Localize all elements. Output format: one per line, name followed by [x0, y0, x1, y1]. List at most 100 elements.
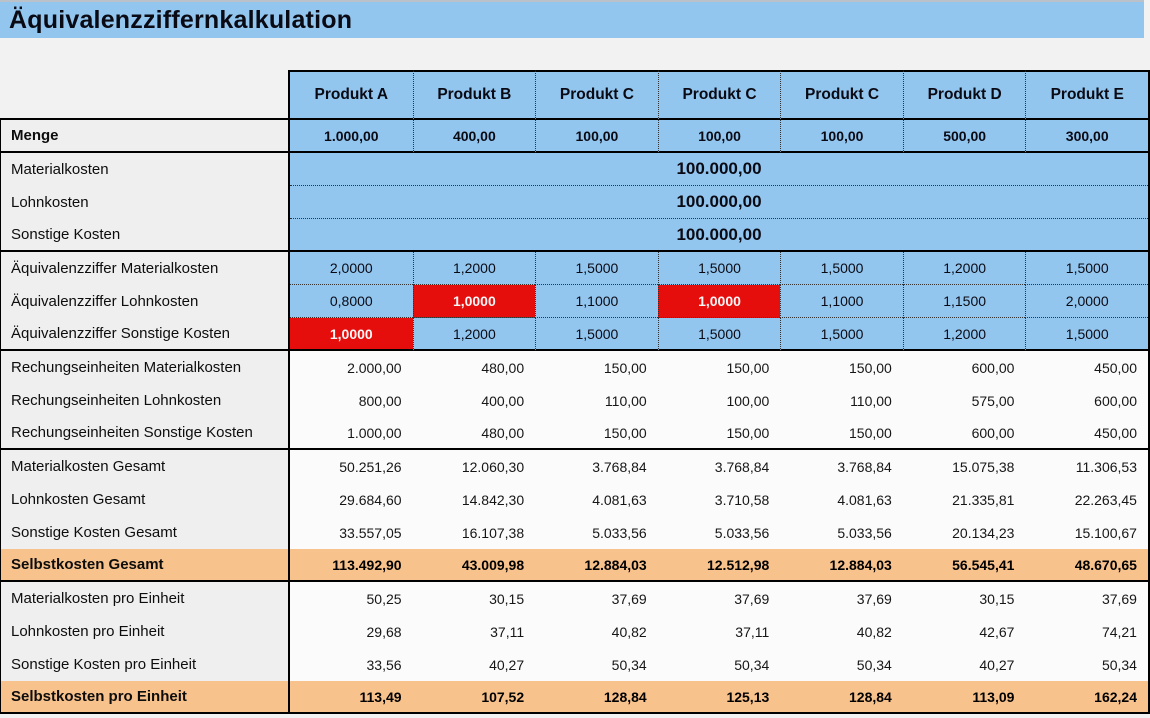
- value-cell[interactable]: 1,5000: [1025, 252, 1148, 285]
- value-cell[interactable]: 33.557,05: [290, 516, 413, 549]
- alert-value-cell[interactable]: 1,0000: [657, 285, 781, 318]
- value-cell[interactable]: 4.081,63: [780, 483, 903, 516]
- value-cell[interactable]: 50,34: [1025, 648, 1148, 681]
- value-cell[interactable]: 480,00: [412, 351, 536, 384]
- alert-value-cell[interactable]: 1,0000: [412, 285, 536, 318]
- value-cell[interactable]: 5.033,56: [535, 516, 658, 549]
- value-cell[interactable]: 1.000,00: [290, 120, 413, 153]
- value-cell[interactable]: 400,00: [412, 384, 536, 417]
- value-cell[interactable]: 42,67: [902, 615, 1026, 648]
- value-cell[interactable]: 3.768,84: [535, 450, 658, 483]
- row-label[interactable]: Lohnkosten Gesamt: [0, 483, 290, 516]
- value-cell[interactable]: 1,5000: [657, 318, 781, 351]
- value-cell[interactable]: 110,00: [535, 384, 658, 417]
- value-cell[interactable]: 1,1000: [780, 285, 903, 318]
- column-header[interactable]: Produkt D: [902, 70, 1026, 120]
- value-cell[interactable]: 50,34: [780, 648, 903, 681]
- value-cell[interactable]: 33,56: [290, 648, 413, 681]
- value-cell[interactable]: 30,15: [412, 582, 536, 615]
- value-cell[interactable]: 150,00: [780, 417, 903, 450]
- row-label[interactable]: Rechungseinheiten Materialkosten: [0, 351, 290, 384]
- value-cell[interactable]: 1.000,00: [290, 417, 413, 450]
- value-cell[interactable]: 29.684,60: [290, 483, 413, 516]
- row-label[interactable]: Rechungseinheiten Lohnkosten: [0, 384, 290, 417]
- value-cell[interactable]: 50.251,26: [290, 450, 413, 483]
- value-cell[interactable]: 600,00: [1025, 384, 1148, 417]
- row-label[interactable]: Rechungseinheiten Sonstige Kosten: [0, 417, 290, 450]
- value-cell[interactable]: 21.335,81: [902, 483, 1026, 516]
- alert-value-cell[interactable]: 1,0000: [290, 318, 413, 351]
- row-label[interactable]: Selbstkosten Gesamt: [0, 549, 290, 582]
- value-cell[interactable]: 113,49: [290, 681, 413, 714]
- value-cell[interactable]: 1,2000: [902, 318, 1026, 351]
- row-label[interactable]: Äquivalenzziffer Sonstige Kosten: [0, 318, 290, 351]
- value-cell[interactable]: 800,00: [290, 384, 413, 417]
- row-label[interactable]: Materialkosten: [0, 153, 290, 186]
- value-cell[interactable]: 1,2000: [902, 252, 1026, 285]
- column-header[interactable]: Produkt C: [535, 70, 658, 120]
- value-cell[interactable]: 37,69: [780, 582, 903, 615]
- row-label[interactable]: Lohnkosten: [0, 186, 290, 219]
- value-cell[interactable]: 29,68: [290, 615, 413, 648]
- value-cell[interactable]: 1,1000: [535, 285, 658, 318]
- column-header[interactable]: Produkt A: [290, 70, 413, 120]
- value-cell[interactable]: 1,5000: [780, 252, 903, 285]
- value-cell[interactable]: 37,69: [657, 582, 781, 615]
- value-cell[interactable]: 150,00: [657, 351, 781, 384]
- column-header[interactable]: Produkt E: [1025, 70, 1148, 120]
- value-cell[interactable]: 128,84: [780, 681, 903, 714]
- value-cell[interactable]: 37,11: [412, 615, 536, 648]
- value-cell[interactable]: 40,27: [412, 648, 536, 681]
- value-cell[interactable]: 450,00: [1025, 417, 1148, 450]
- value-cell[interactable]: 1,5000: [1025, 318, 1148, 351]
- value-cell[interactable]: 113,09: [902, 681, 1026, 714]
- value-cell[interactable]: 100,00: [535, 120, 658, 153]
- value-cell[interactable]: 150,00: [535, 351, 658, 384]
- value-cell[interactable]: 50,34: [535, 648, 658, 681]
- value-cell[interactable]: 1,5000: [535, 252, 658, 285]
- value-cell[interactable]: 100,00: [657, 120, 781, 153]
- value-cell[interactable]: 150,00: [780, 351, 903, 384]
- value-cell[interactable]: 125,13: [657, 681, 781, 714]
- value-cell[interactable]: 37,69: [1025, 582, 1148, 615]
- value-cell[interactable]: 30,15: [902, 582, 1026, 615]
- value-cell[interactable]: 56.545,41: [902, 549, 1026, 582]
- row-label[interactable]: Selbstkosten pro Einheit: [0, 681, 290, 714]
- value-cell[interactable]: 50,25: [290, 582, 413, 615]
- value-cell[interactable]: 22.263,45: [1025, 483, 1148, 516]
- value-cell[interactable]: 113.492,90: [290, 549, 413, 582]
- value-cell[interactable]: 15.100,67: [1025, 516, 1148, 549]
- value-cell[interactable]: 37,11: [657, 615, 781, 648]
- value-cell[interactable]: 43.009,98: [412, 549, 536, 582]
- value-cell[interactable]: 11.306,53: [1025, 450, 1148, 483]
- value-cell[interactable]: 128,84: [535, 681, 658, 714]
- value-cell[interactable]: 2,0000: [1025, 285, 1148, 318]
- value-cell[interactable]: 450,00: [1025, 351, 1148, 384]
- value-cell[interactable]: 2,0000: [290, 252, 413, 285]
- value-cell[interactable]: 12.884,03: [780, 549, 903, 582]
- value-cell[interactable]: 5.033,56: [657, 516, 781, 549]
- row-label[interactable]: Sonstige Kosten pro Einheit: [0, 648, 290, 681]
- row-label[interactable]: Sonstige Kosten: [0, 219, 290, 252]
- value-cell[interactable]: 37,69: [535, 582, 658, 615]
- value-cell[interactable]: 107,52: [412, 681, 536, 714]
- value-cell[interactable]: 150,00: [535, 417, 658, 450]
- value-cell[interactable]: 3.768,84: [657, 450, 781, 483]
- row-label[interactable]: Äquivalenzziffer Materialkosten: [0, 252, 290, 285]
- value-cell[interactable]: 480,00: [412, 417, 536, 450]
- value-cell[interactable]: 12.884,03: [535, 549, 658, 582]
- value-cell[interactable]: 40,82: [535, 615, 658, 648]
- sheet-title[interactable]: Äquivalenzziffernkalkulation: [0, 0, 1144, 38]
- value-cell[interactable]: 12.060,30: [412, 450, 536, 483]
- value-cell[interactable]: 5.033,56: [780, 516, 903, 549]
- value-cell[interactable]: 500,00: [902, 120, 1026, 153]
- row-label[interactable]: Menge: [0, 120, 290, 153]
- value-cell[interactable]: 162,24: [1025, 681, 1148, 714]
- value-cell[interactable]: 2.000,00: [290, 351, 413, 384]
- value-cell[interactable]: 100,00: [780, 120, 903, 153]
- value-cell[interactable]: 48.670,65: [1025, 549, 1148, 582]
- row-label[interactable]: Sonstige Kosten Gesamt: [0, 516, 290, 549]
- value-cell[interactable]: 1,2000: [412, 252, 536, 285]
- value-cell[interactable]: 1,5000: [535, 318, 658, 351]
- value-cell[interactable]: 1,5000: [780, 318, 903, 351]
